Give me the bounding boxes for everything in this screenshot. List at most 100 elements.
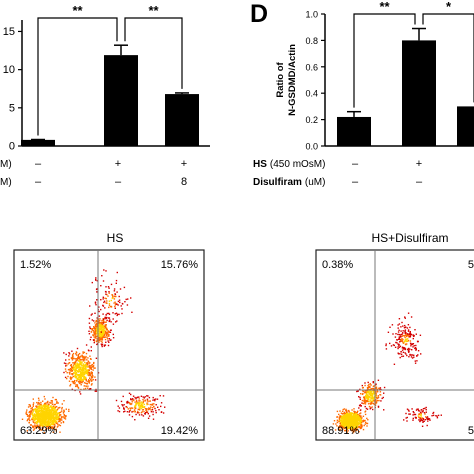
flow-dot xyxy=(103,332,105,334)
flow-dot xyxy=(74,370,76,373)
flow-dot xyxy=(50,406,52,408)
flow-dot xyxy=(34,418,36,421)
flow-dot xyxy=(35,427,37,429)
flow-dot xyxy=(109,329,112,331)
flow-dot xyxy=(131,401,133,403)
flow-dot xyxy=(420,419,422,422)
flow-dot xyxy=(54,407,56,410)
flow-dot xyxy=(409,348,411,350)
flow-dot xyxy=(122,395,124,398)
flow-dot xyxy=(105,341,107,343)
flow-dot xyxy=(35,410,37,413)
flow-dot xyxy=(101,338,104,340)
flow-dot xyxy=(49,414,51,416)
flow-dot xyxy=(407,334,409,337)
flow-dot xyxy=(369,393,371,395)
panel-d-row1-label: HS (450 mOsM) xyxy=(253,159,325,170)
flow-dot xyxy=(342,421,344,423)
flow-dot xyxy=(61,403,63,405)
flow-dot xyxy=(336,416,338,418)
flow-dot xyxy=(104,307,106,309)
flow-dot xyxy=(102,319,105,321)
flow-dot xyxy=(28,411,30,414)
flow-dot xyxy=(40,425,42,427)
flow-dot xyxy=(39,413,42,415)
flow-dot xyxy=(398,329,400,331)
flow-dot xyxy=(68,362,70,364)
flow-dot xyxy=(354,419,356,422)
flow-dot xyxy=(98,330,100,332)
flow-dot xyxy=(358,404,361,407)
flow-dot xyxy=(39,405,41,407)
flow-dot xyxy=(103,300,106,302)
flow-dot xyxy=(144,399,146,401)
flow-dot xyxy=(363,402,365,405)
flow-dot xyxy=(85,382,87,384)
flow-dot xyxy=(30,412,32,414)
flow-dot xyxy=(28,417,30,419)
flow-dot xyxy=(88,330,90,332)
flow-dot xyxy=(26,430,28,432)
flow-dot xyxy=(362,390,364,392)
flow-dot xyxy=(399,334,401,336)
flow-dot xyxy=(351,427,353,430)
flow-dot xyxy=(360,423,362,425)
flow-dot xyxy=(94,376,96,378)
panel-d-ytick-label: 0.2 xyxy=(305,115,318,125)
flow-dot xyxy=(339,420,342,422)
flow-dot xyxy=(43,415,45,417)
flow-dot xyxy=(145,409,147,411)
flow-dot xyxy=(43,406,46,408)
flow-dot xyxy=(102,313,104,315)
flow-dot xyxy=(45,416,48,418)
flow-dot xyxy=(47,422,50,424)
flow-dot xyxy=(72,366,74,368)
flow-dot xyxy=(51,409,53,411)
flow-dot xyxy=(418,416,420,419)
flow-dot xyxy=(98,339,100,342)
flow-dot xyxy=(359,417,361,419)
flow-dot xyxy=(373,391,375,393)
flow-dot xyxy=(343,416,345,419)
flow-dot xyxy=(101,337,103,339)
flow-dot xyxy=(409,332,411,334)
flow-dot xyxy=(85,367,87,369)
flow-dot xyxy=(336,410,339,413)
flow-dot xyxy=(343,421,345,423)
flow-dot xyxy=(366,425,368,427)
flow-dot xyxy=(48,425,50,427)
flow-dot xyxy=(59,420,61,422)
flow-dot xyxy=(34,415,36,417)
panel-d-row1-value: + xyxy=(416,158,422,170)
flow-dot xyxy=(92,365,95,367)
flow-dot xyxy=(345,425,347,427)
flow-dot xyxy=(408,350,410,353)
flow-dot xyxy=(104,324,106,326)
flow-dot xyxy=(100,333,102,335)
flow-dot xyxy=(424,413,426,415)
flow-dot xyxy=(338,418,341,420)
flow-dot xyxy=(367,387,369,389)
flow-dot xyxy=(91,364,93,366)
flow-dot xyxy=(349,419,351,421)
flow-dot xyxy=(88,366,91,368)
flow-dot xyxy=(104,336,106,338)
flow-dot xyxy=(55,414,58,416)
flow-dot xyxy=(153,398,156,401)
flow-dot xyxy=(81,364,83,366)
flow-dot xyxy=(104,326,107,328)
flow-dot xyxy=(108,313,111,315)
flow-dot xyxy=(338,420,340,422)
flow-dot xyxy=(108,287,110,289)
flow-dot xyxy=(102,304,104,307)
flow-dot xyxy=(364,411,366,413)
flow-dot xyxy=(106,319,108,322)
flow-dot xyxy=(417,350,420,352)
flow-dot xyxy=(405,340,408,343)
flow-dot xyxy=(423,420,425,422)
flow-dot xyxy=(75,353,77,355)
flow-dot xyxy=(132,395,135,397)
flow-dot xyxy=(32,414,34,416)
flow-dot xyxy=(369,383,371,385)
flow-dot xyxy=(109,305,112,308)
